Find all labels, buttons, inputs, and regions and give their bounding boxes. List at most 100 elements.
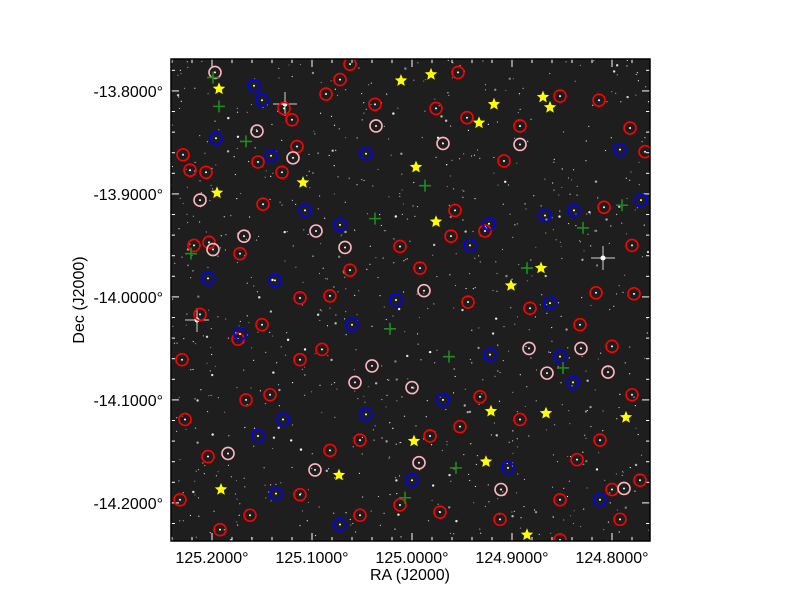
source-star (257, 434, 259, 437)
plus-marker (185, 247, 197, 260)
circle-marker (276, 412, 290, 427)
star-marker (487, 97, 501, 110)
source-star (469, 244, 471, 247)
source-star (253, 84, 255, 87)
circle-marker (343, 263, 357, 277)
source-star (359, 439, 361, 442)
circle-marker (213, 522, 227, 537)
star-marker (539, 406, 553, 419)
source-star (631, 244, 633, 247)
circle-marker (566, 375, 580, 390)
source-star (249, 514, 251, 517)
source-star (215, 137, 217, 140)
circle-marker (251, 155, 265, 169)
circle-marker (255, 93, 269, 107)
x-tick-label: 124.8000° (575, 550, 648, 567)
circle-marker (497, 154, 511, 168)
source-star (208, 241, 210, 244)
plus-marker (384, 322, 396, 335)
circle-marker (593, 433, 607, 447)
source-star (281, 171, 283, 174)
circle-marker (348, 375, 362, 390)
circle-marker (613, 142, 627, 157)
circle-marker (173, 493, 187, 507)
circle-marker (627, 287, 641, 301)
circle-marker (251, 429, 265, 443)
star-marker (484, 404, 498, 417)
x-tick-label: 124.9000° (475, 550, 548, 567)
source-star (256, 130, 258, 133)
circle-marker (264, 149, 278, 163)
circle-marker (513, 412, 527, 427)
circle-marker (540, 366, 554, 380)
source-star (607, 371, 609, 374)
circle-marker (393, 498, 407, 512)
source-star (466, 116, 468, 119)
circle-marker (463, 238, 477, 253)
circle-marker (389, 293, 403, 307)
source-star (459, 425, 461, 428)
circle-marker (448, 203, 462, 218)
source-star (442, 398, 444, 401)
circle-marker (293, 487, 307, 502)
y-tick-label: -13.8000° (93, 84, 163, 101)
star-marker (210, 186, 224, 199)
source-star (549, 302, 551, 305)
star-marker (534, 261, 548, 274)
source-star (339, 223, 341, 226)
circle-marker (553, 89, 567, 103)
source-star (205, 171, 207, 174)
source-star (559, 498, 561, 501)
circle-marker (623, 121, 637, 135)
circle-marker (187, 238, 201, 253)
circle-marker (239, 393, 253, 407)
source-star (419, 267, 421, 270)
source-star (580, 347, 582, 350)
circle-marker (368, 97, 382, 112)
plus-marker (443, 350, 455, 363)
star-marker (212, 82, 226, 95)
circle-marker (601, 365, 615, 379)
source-star (576, 458, 578, 461)
circle-marker (393, 239, 407, 254)
source-star (488, 222, 490, 225)
star-marker (407, 434, 421, 447)
star-marker (479, 455, 493, 467)
source-star (507, 466, 509, 469)
source-star (559, 95, 561, 98)
source-star (374, 103, 376, 106)
source-star (644, 150, 646, 153)
circle-marker (625, 387, 639, 402)
circle-marker (613, 512, 627, 527)
source-star (339, 78, 341, 81)
circle-marker (233, 246, 247, 261)
circle-marker (501, 461, 515, 475)
circle-marker (293, 352, 307, 367)
source-star (633, 292, 635, 295)
circle-marker (573, 317, 587, 332)
source-star (611, 488, 613, 491)
plus-marker (240, 135, 252, 148)
circle-marker (625, 238, 639, 253)
star-marker (409, 160, 423, 173)
source-star (399, 245, 401, 248)
circle-marker (343, 59, 357, 71)
plus-marker (399, 491, 411, 504)
source-star (395, 299, 397, 301)
source-star (365, 152, 367, 155)
circle-marker (436, 393, 450, 407)
star-marker (296, 176, 310, 188)
circle-marker (353, 508, 367, 523)
source-star (315, 229, 317, 232)
source-star (519, 143, 521, 146)
circle-marker (359, 407, 373, 422)
circle-marker (208, 65, 222, 80)
circle-marker (365, 359, 379, 373)
source-star (245, 398, 247, 401)
circle-marker (333, 218, 347, 232)
source-star (189, 169, 191, 172)
source-star (371, 364, 373, 367)
source-star (489, 353, 491, 356)
circle-marker (567, 203, 581, 218)
